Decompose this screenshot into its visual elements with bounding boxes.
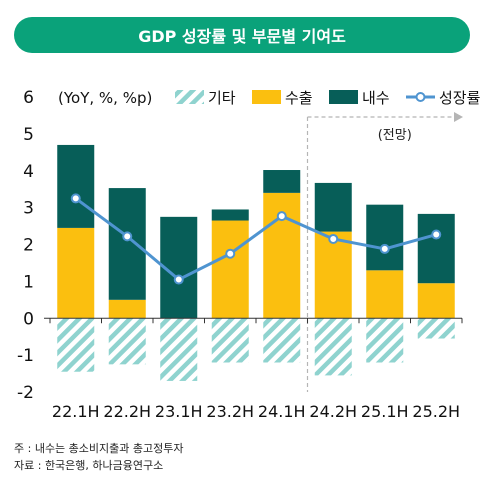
growth-rate-point	[173, 274, 184, 285]
bar-내수	[211, 209, 249, 221]
growth-rate-line	[74, 197, 437, 282]
legend-label-수출: 수출	[285, 89, 313, 107]
bar-내수	[263, 170, 301, 193]
bar-내수	[57, 144, 95, 228]
bar-수출	[57, 227, 95, 319]
x-tick-label: 23.1H	[155, 402, 203, 421]
y-tick-label: 5	[23, 125, 34, 145]
y-tick-label: 6	[23, 88, 34, 108]
legend-label-성장률: 성장률	[439, 89, 481, 107]
forecast-label: (전망)	[378, 128, 412, 143]
bar-내수	[108, 188, 146, 300]
y-tick-label: 1	[23, 272, 34, 292]
bar-수출	[366, 270, 404, 319]
source-note: 자료 : 한국은행, 하나금융연구소	[14, 459, 164, 472]
bar-기타	[211, 318, 249, 363]
y-tick-label: -2	[17, 383, 34, 403]
x-tick-label: 25.2H	[412, 402, 460, 421]
growth-rate-point	[70, 193, 81, 204]
forecast-arrow-head	[454, 112, 463, 122]
legend-swatch-내수	[329, 90, 358, 104]
bar-내수	[417, 213, 455, 284]
bar-수출	[314, 231, 352, 319]
bar-기타	[57, 318, 95, 372]
legend-swatch-기타	[175, 90, 204, 104]
y-tick-label: 2	[23, 236, 34, 256]
x-tick-label: 23.2H	[206, 402, 254, 421]
x-tick-label: 24.2H	[309, 402, 357, 421]
bar-내수	[314, 182, 352, 232]
x-tick-label: 25.1H	[361, 402, 409, 421]
growth-rate-point	[122, 231, 133, 242]
legend-marker-성장률	[415, 92, 426, 102]
growth-rate-point	[328, 233, 339, 244]
chart-title: GDP 성장률 및 부문별 기여도	[14, 17, 470, 53]
x-tick-label: 22.1H	[52, 402, 100, 421]
y-tick-label: 0	[23, 309, 34, 329]
growth-rate-point	[225, 248, 236, 259]
bar-기타	[108, 318, 146, 365]
bar-기타	[263, 318, 301, 363]
bar-기타	[417, 318, 455, 339]
bar-수출	[108, 299, 146, 319]
legend-swatch-수출	[252, 90, 281, 104]
footnote: 주 : 내수는 총소비지출과 총고정투자	[14, 442, 184, 455]
y-tick-label: 4	[23, 162, 34, 182]
growth-rate-point	[276, 211, 287, 222]
y-tick-label: -1	[17, 346, 34, 366]
legend-label-내수: 내수	[362, 89, 390, 107]
x-tick-label: 24.1H	[258, 402, 306, 421]
y-tick-label: 3	[23, 199, 34, 219]
bar-수출	[211, 220, 249, 319]
bar-수출	[417, 283, 455, 319]
bar-기타	[314, 318, 352, 376]
unit-label: (YoY, %, %p)	[58, 89, 152, 107]
legend-label-기타: 기타	[208, 89, 236, 107]
bar-기타	[160, 318, 198, 381]
growth-rate-point	[379, 243, 390, 254]
bar-기타	[366, 318, 404, 363]
growth-rate-point	[431, 229, 442, 240]
bar-내수	[366, 204, 404, 271]
x-tick-label: 22.2H	[103, 402, 151, 421]
